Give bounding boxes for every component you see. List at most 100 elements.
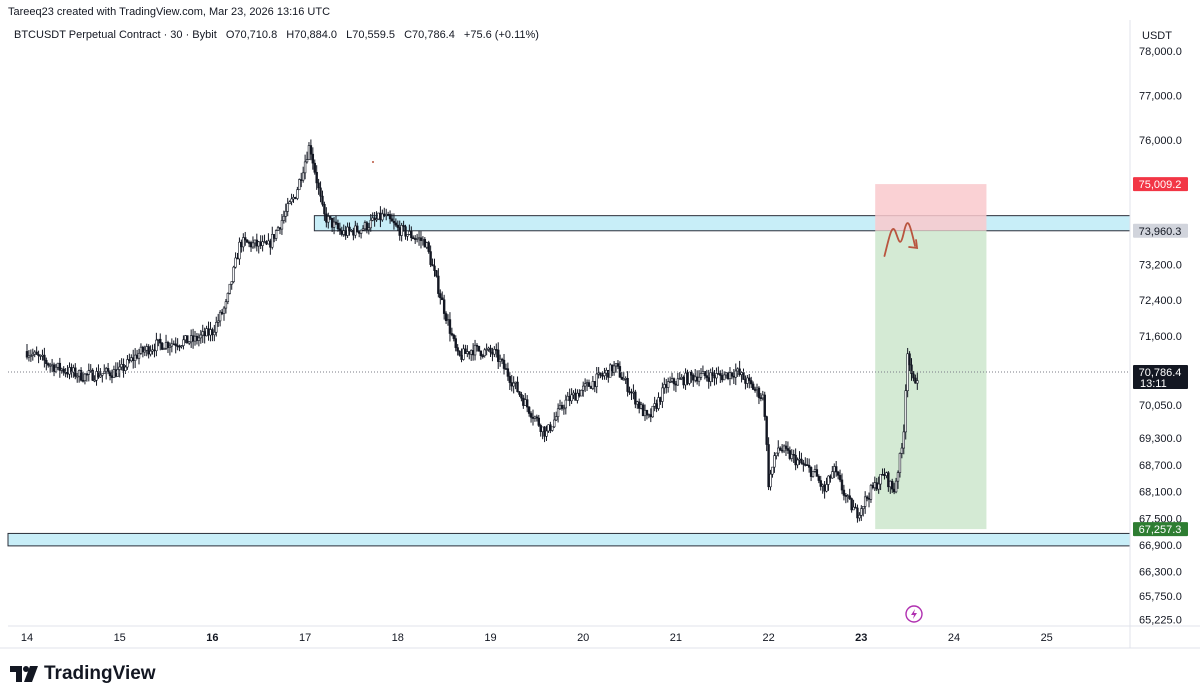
candle[interactable] [390, 213, 394, 222]
candle[interactable] [757, 386, 761, 405]
candle[interactable] [48, 362, 52, 373]
candle[interactable] [419, 231, 423, 249]
candle[interactable] [29, 349, 33, 362]
candle[interactable] [829, 474, 832, 483]
candle[interactable] [442, 294, 446, 320]
candle[interactable] [468, 351, 471, 360]
candle[interactable] [819, 475, 822, 491]
candle[interactable] [842, 484, 846, 501]
candle[interactable] [850, 497, 853, 513]
candle[interactable] [437, 268, 440, 298]
candle[interactable] [477, 345, 481, 352]
candle[interactable] [207, 321, 210, 341]
candle[interactable] [458, 350, 461, 357]
candle[interactable] [286, 197, 289, 217]
candle[interactable] [45, 357, 48, 371]
candle[interactable] [151, 344, 154, 355]
candle[interactable] [441, 291, 444, 301]
candle[interactable] [562, 404, 566, 415]
candle[interactable] [400, 222, 403, 242]
candle[interactable] [58, 357, 62, 378]
candle[interactable] [800, 452, 803, 465]
candle[interactable] [726, 372, 730, 381]
candle[interactable] [796, 457, 799, 469]
take-profit-area[interactable] [875, 230, 987, 530]
candle[interactable] [230, 281, 233, 290]
candle[interactable] [41, 349, 44, 361]
candle[interactable] [806, 458, 809, 466]
candle[interactable] [632, 384, 635, 400]
candle[interactable] [840, 473, 844, 495]
candle[interactable] [813, 465, 817, 473]
candle[interactable] [802, 459, 805, 472]
candle[interactable] [638, 398, 641, 414]
candle[interactable] [730, 372, 734, 380]
candle[interactable] [668, 376, 672, 384]
candle[interactable] [174, 337, 177, 354]
candle[interactable] [85, 372, 89, 382]
candle[interactable] [771, 466, 774, 478]
candle[interactable] [327, 212, 330, 229]
candle[interactable] [815, 464, 819, 477]
candle[interactable] [537, 414, 540, 427]
candle[interactable] [811, 471, 815, 478]
candle[interactable] [367, 222, 371, 235]
candle[interactable] [288, 200, 291, 205]
candle[interactable] [879, 473, 882, 491]
candle[interactable] [769, 469, 772, 491]
candle[interactable] [79, 367, 83, 382]
candle[interactable] [375, 211, 378, 222]
candle[interactable] [126, 355, 129, 370]
candle[interactable] [298, 178, 301, 191]
candle[interactable] [831, 466, 834, 479]
candle[interactable] [425, 241, 428, 250]
candle[interactable] [188, 341, 191, 346]
candle[interactable] [493, 346, 496, 358]
candle[interactable] [784, 441, 788, 456]
candle[interactable] [817, 474, 821, 484]
candle[interactable] [68, 362, 71, 380]
candle[interactable] [869, 483, 873, 503]
candle[interactable] [763, 391, 766, 421]
candle[interactable] [510, 374, 513, 392]
candle[interactable] [89, 364, 92, 373]
candle[interactable] [191, 328, 195, 349]
candle[interactable] [553, 412, 556, 429]
candle[interactable] [750, 376, 753, 388]
candle[interactable] [651, 405, 654, 418]
candle[interactable] [215, 316, 218, 337]
candle[interactable] [356, 222, 359, 233]
candle[interactable] [572, 390, 575, 400]
candle[interactable] [585, 379, 589, 391]
candle[interactable] [406, 234, 409, 241]
candle[interactable] [479, 350, 483, 360]
candle[interactable] [887, 471, 890, 492]
candle[interactable] [591, 375, 595, 391]
candle[interactable] [31, 348, 34, 361]
candle[interactable] [309, 139, 313, 161]
candle[interactable] [535, 414, 539, 422]
candle[interactable] [300, 172, 303, 188]
candle[interactable] [263, 234, 266, 244]
candle[interactable] [568, 388, 571, 407]
candle[interactable] [164, 334, 168, 350]
candle[interactable] [560, 401, 564, 411]
candle[interactable] [336, 219, 340, 232]
candle[interactable] [245, 239, 249, 243]
candle[interactable] [178, 344, 181, 352]
candle[interactable] [357, 231, 361, 238]
candle[interactable] [641, 402, 645, 417]
candle[interactable] [172, 340, 175, 346]
candle[interactable] [610, 364, 614, 377]
candle[interactable] [346, 222, 349, 239]
candle[interactable] [238, 237, 241, 265]
candle[interactable] [709, 368, 712, 387]
candle[interactable] [525, 395, 529, 413]
candle[interactable] [867, 492, 871, 508]
candle[interactable] [844, 492, 848, 504]
candle[interactable] [153, 343, 156, 358]
candle[interactable] [558, 399, 562, 410]
candle[interactable] [626, 371, 629, 397]
candle[interactable] [767, 437, 770, 491]
candle[interactable] [487, 346, 490, 352]
